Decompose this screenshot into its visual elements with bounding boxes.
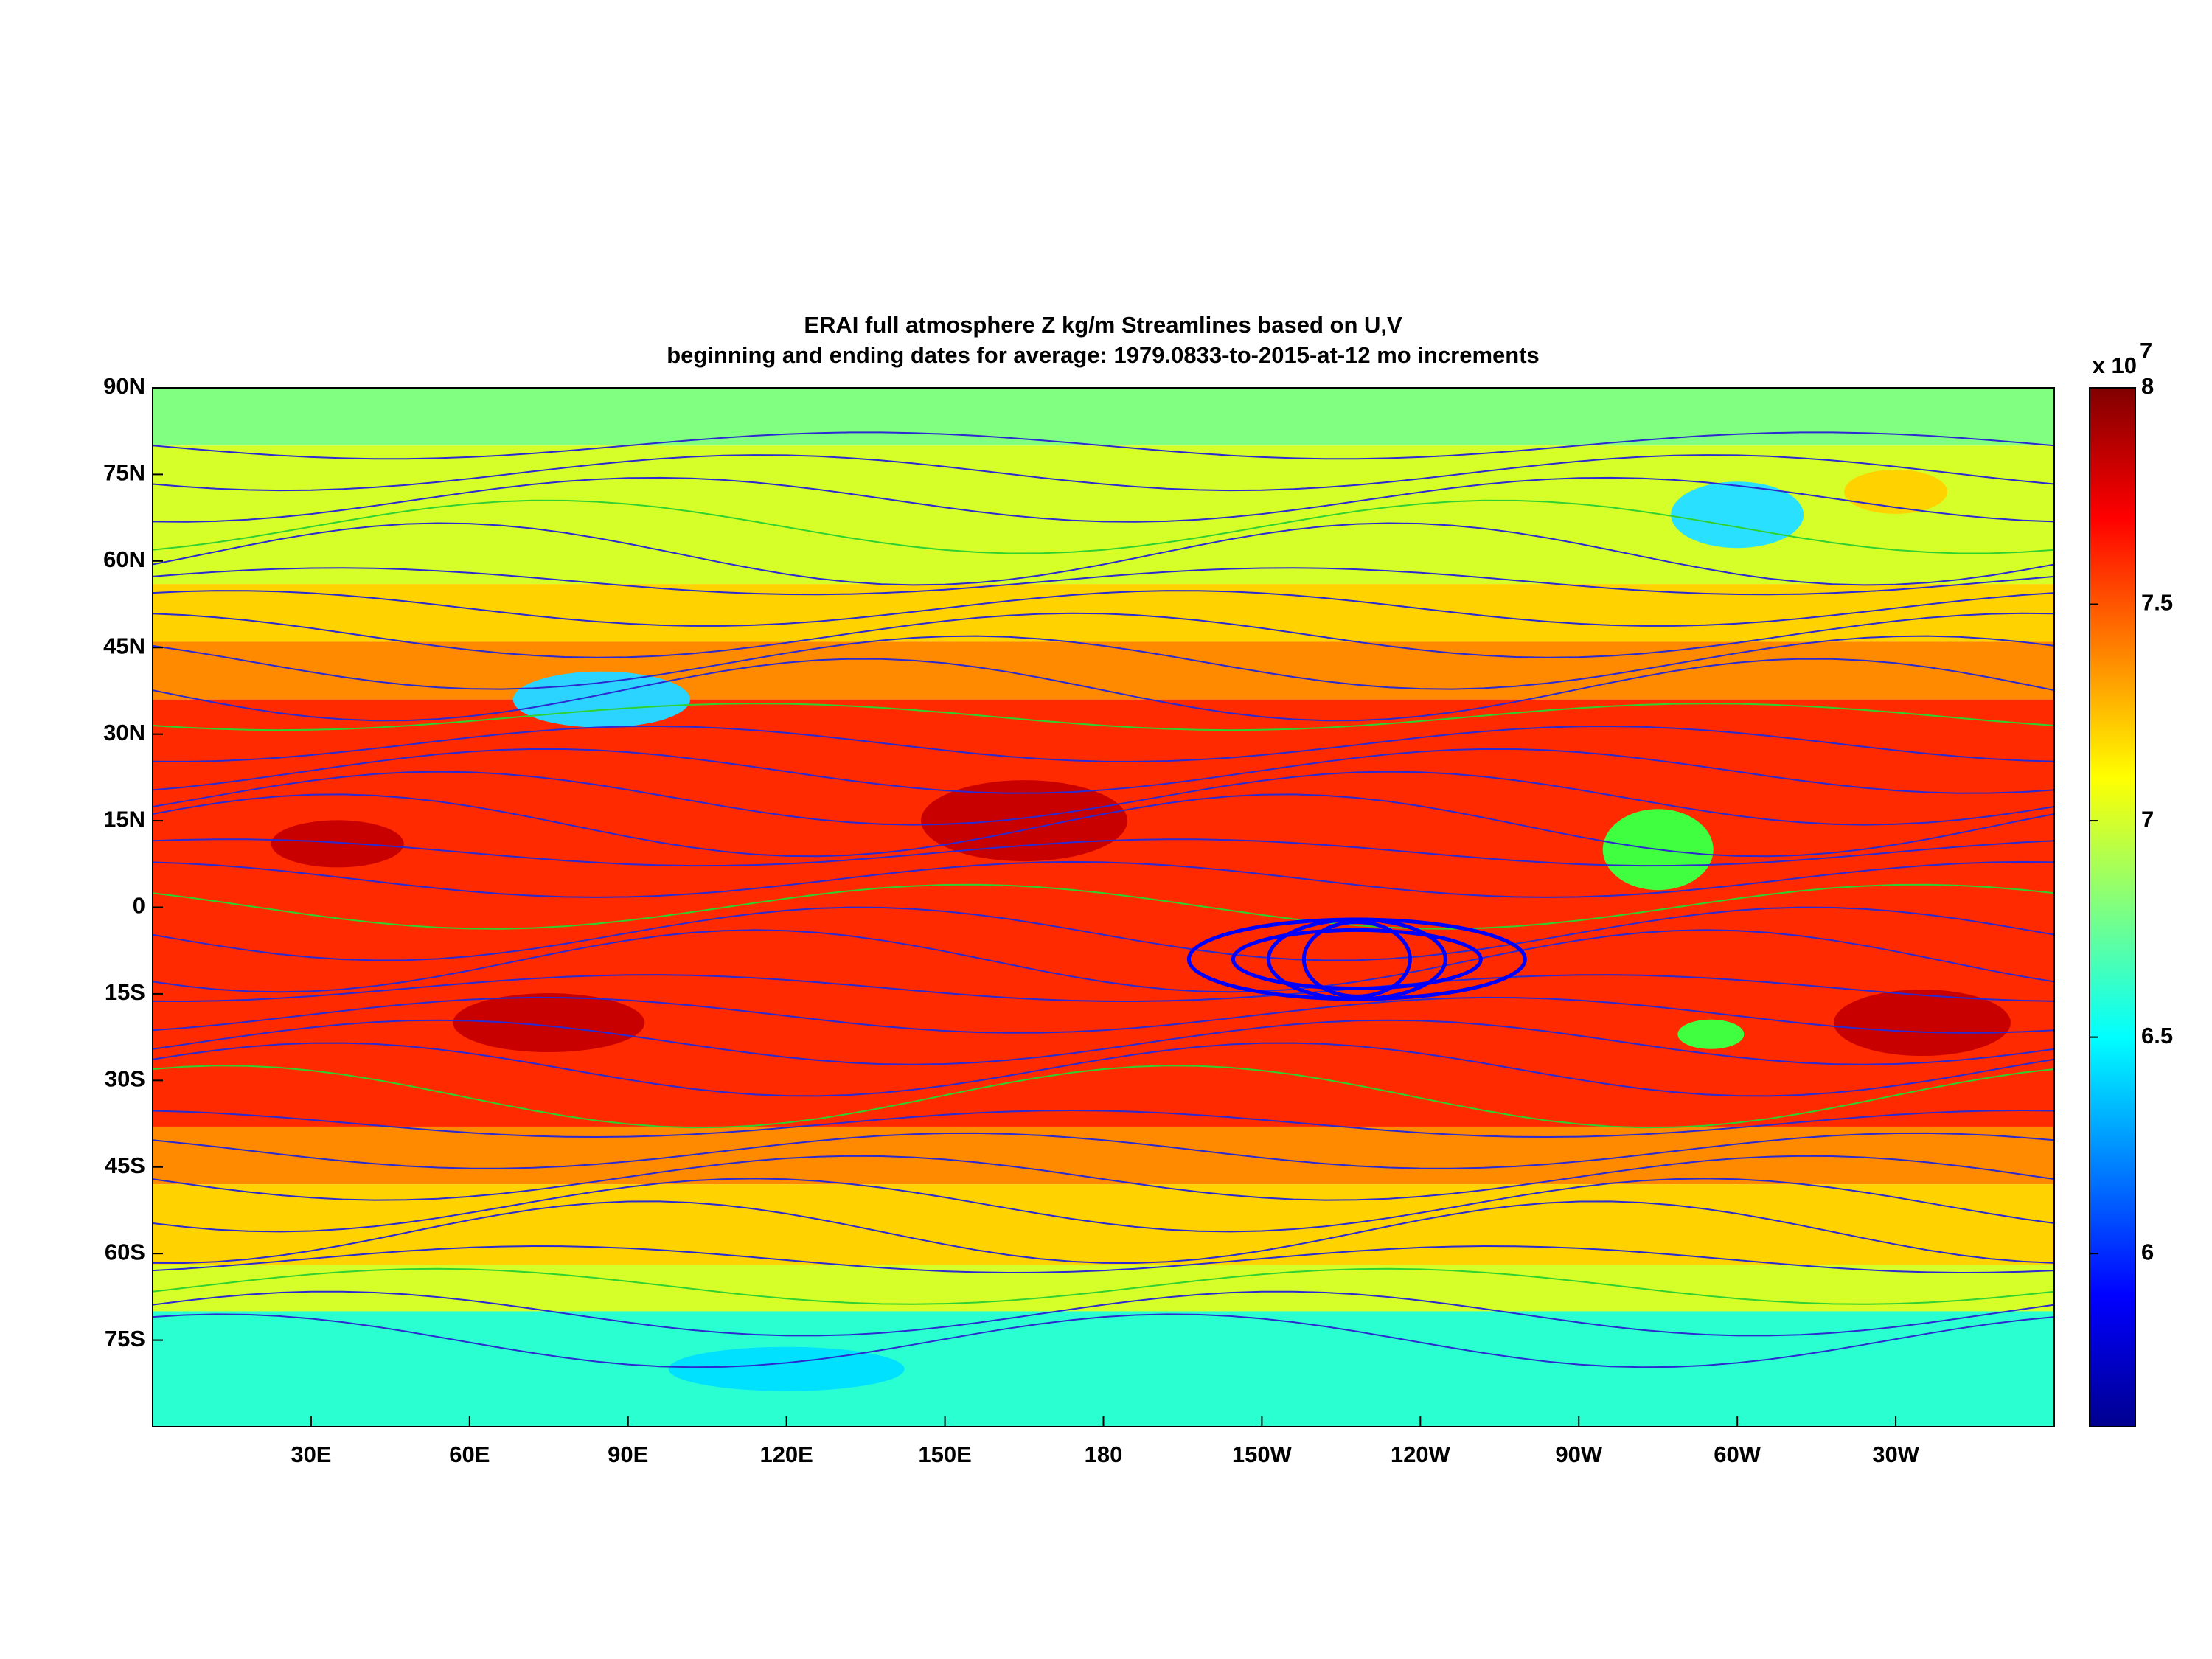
x-tick-label: 60E [449,1441,490,1467]
field-blob [512,671,690,728]
streamline [153,567,2054,596]
streamline [153,1065,2054,1129]
x-tick-label: 30E [291,1441,331,1467]
colorbar-tick-label: 6.5 [2141,1023,2173,1048]
y-tick-label: 90N [103,373,145,399]
x-tick-label: 30W [1872,1441,1919,1467]
streamline [153,929,2054,993]
y-tick-label: 45S [105,1152,145,1178]
field-blob [1677,1019,1745,1049]
y-tick-label: 60S [105,1239,145,1265]
x-tick-label: 60W [1714,1441,1761,1467]
x-tick-label: 150E [918,1441,971,1467]
field-blob [1833,990,2011,1057]
field [153,388,2054,1427]
colorbar-tick-label: 8 [2141,373,2154,399]
y-tick-label: 75S [105,1326,145,1352]
field-band [153,1184,2054,1265]
colorbar [2089,387,2136,1427]
field-band [153,1311,2054,1427]
field-blob [921,780,1128,862]
y-tick-label: 75N [103,460,145,486]
y-tick-label: 0 [133,893,145,919]
colorbar-tick-label: 7 [2141,806,2154,832]
streamline [153,1245,2054,1274]
x-tick-label: 120E [759,1441,813,1467]
streamline [153,793,2054,858]
streamline [153,499,2054,554]
streamline [153,1290,2054,1337]
streamline [153,1019,2054,1065]
streamline [153,431,2054,460]
streamline [153,974,2054,1003]
streamline [153,860,2054,898]
vortex [1301,920,1412,998]
title-line: beginning and ending dates for average: … [667,342,1540,368]
y-tick-label: 60N [103,546,145,572]
colorbar-exponent: 7 [2140,338,2152,364]
field-band [153,1126,2054,1185]
streamline [153,1313,2054,1368]
streamline [153,635,2054,690]
y-tick-label: 30S [105,1066,145,1092]
streamline [153,771,2054,826]
streamline [153,703,2054,731]
streamline [153,522,2054,586]
streamline [153,454,2054,492]
field-band [153,699,2054,1127]
streamline [153,725,2054,762]
colorbar-tick-label: 7.5 [2141,590,2173,616]
title-line: ERAI full atmosphere Z kg/m Streamlines … [804,312,1402,338]
x-tick-label: 90E [608,1441,648,1467]
streamline [153,906,2054,961]
streamline [153,1155,2054,1201]
y-tick-label: 45N [103,633,145,658]
field-blob [1671,481,1804,549]
colorbar-multiplier: x 10 [2093,352,2137,378]
colorbar-tick-label: 6 [2141,1239,2154,1265]
field-blob [453,993,645,1053]
streamline [153,1267,2054,1305]
vortex [1231,928,1483,991]
field-blob [668,1346,905,1391]
x-tick-label: 150W [1232,1441,1293,1467]
streamline [153,1109,2054,1138]
y-tick-label: 15N [103,806,145,832]
streamline [153,590,2054,627]
field-band [153,388,2054,446]
y-tick-label: 30N [103,720,145,745]
streamline [153,996,2054,1034]
streamline [153,883,2054,930]
streamline [153,748,2054,794]
x-tick-label: 90W [1555,1441,1602,1467]
y-tick-label: 15S [105,979,145,1005]
streamline [153,612,2054,658]
field-band [153,1265,2054,1312]
streamline [153,658,2054,722]
field-blob [271,820,404,868]
field-blob [1844,469,1948,514]
vortex [1186,917,1527,1001]
x-tick-label: 120W [1391,1441,1451,1467]
streamline [153,1042,2054,1097]
streamline [153,476,2054,523]
streamline [153,1178,2054,1233]
streamline [153,1132,2054,1169]
x-tick-label: 180 [1085,1441,1123,1467]
streamline [153,1200,2054,1265]
streamline [153,838,2054,867]
